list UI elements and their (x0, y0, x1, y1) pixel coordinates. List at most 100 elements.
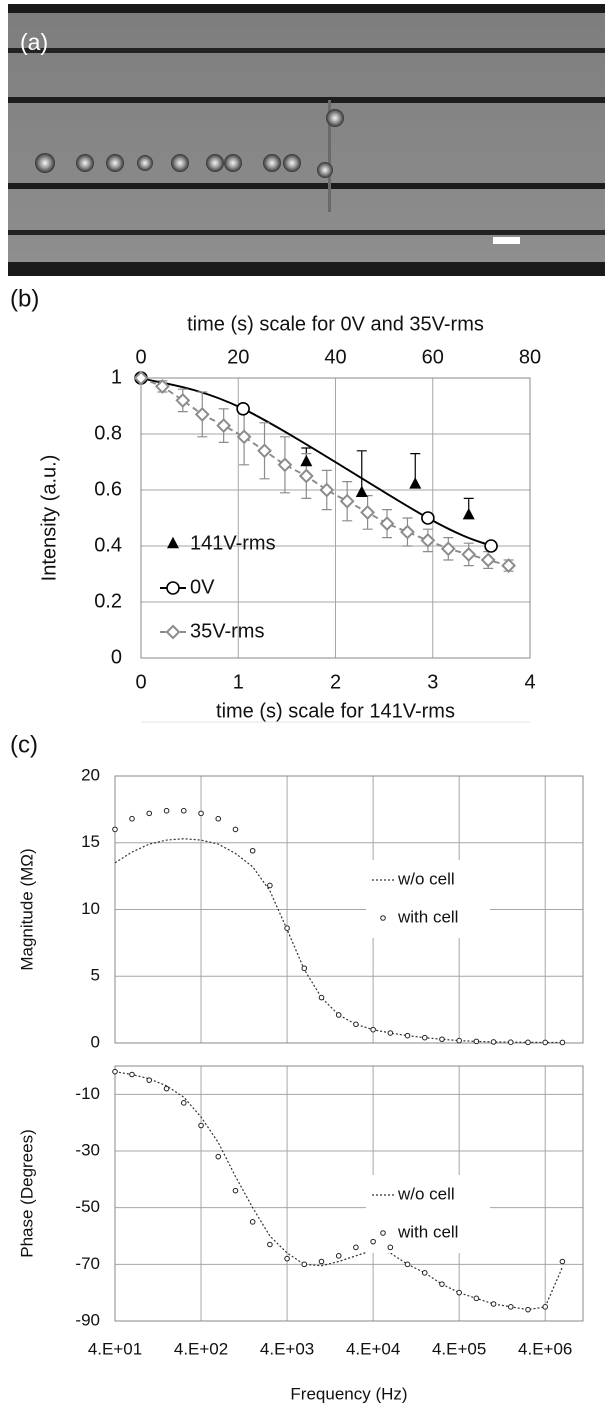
marker (146, 1077, 153, 1083)
y-tick-label: -30 (75, 1140, 100, 1159)
marker (232, 826, 239, 833)
marker (300, 454, 313, 467)
legend-label: with cell (397, 1222, 458, 1241)
legend-box (366, 860, 490, 938)
marker (360, 504, 376, 520)
legend-marker (167, 536, 179, 549)
panel-label: (c) (10, 731, 38, 758)
marker (249, 1219, 256, 1225)
marker (409, 477, 422, 489)
x-tick-label: 0 (135, 671, 146, 693)
y-tick-label: -90 (75, 1310, 100, 1329)
y-tick-label: -70 (75, 1254, 100, 1273)
marker (542, 1304, 548, 1310)
marker (420, 532, 436, 548)
marker (480, 552, 496, 568)
marker (461, 546, 477, 562)
y-tick-label: 10 (81, 899, 100, 918)
legend-label: w/o cell (397, 1184, 455, 1203)
marker (370, 1238, 376, 1245)
x-tick-label: 4 (524, 671, 535, 693)
marker (284, 925, 290, 931)
y-tick-label: 0.4 (94, 534, 122, 556)
marker (507, 1039, 514, 1045)
legend-label: 0V (190, 576, 215, 598)
marker (236, 401, 250, 416)
marker (462, 508, 475, 520)
y-tick-label: -50 (75, 1197, 100, 1216)
marker (379, 516, 395, 532)
y-tick-label: 0.6 (94, 478, 122, 500)
y-tick-label: 5 (91, 966, 100, 985)
marker (404, 1261, 411, 1268)
marker (146, 810, 153, 817)
legend-label: 35V-rms (190, 620, 264, 642)
marker (277, 457, 293, 473)
marker (319, 482, 335, 498)
y-tick-label: 15 (81, 832, 100, 851)
y-tick-label: 0 (111, 646, 122, 668)
marker (490, 1301, 497, 1307)
plot-border (140, 377, 531, 659)
x2-tick-label: 40 (324, 346, 346, 368)
marker (198, 1122, 204, 1129)
y-tick-label: 1 (111, 366, 122, 388)
x-tick-label: 2 (330, 671, 341, 693)
x2-axis-title: time (s) scale for 0V and 35V-rms (187, 313, 484, 335)
marker (484, 539, 498, 553)
marker (421, 1034, 428, 1041)
x-axis-title: Frequency (Hz) (290, 1384, 407, 1403)
marker (175, 392, 191, 408)
marker (133, 370, 149, 386)
plot-border (114, 775, 584, 1044)
x2-tick-label: 60 (422, 346, 444, 368)
marker (473, 1038, 480, 1045)
marker (284, 1255, 290, 1262)
chart: -10 -30 -50 -70 -90 4.E+01 4.E+02 4.E+03 4.E+04 4… (17, 1065, 584, 1403)
x-tick-label: 4.E+06 (518, 1339, 572, 1358)
marker (194, 406, 210, 422)
chart: 0 5 10 15 20 (c) Magnitude (MΩ) w/o cell with ce… (10, 731, 584, 1051)
marker (236, 429, 252, 445)
series-line (114, 838, 563, 1044)
legend-marker (165, 624, 181, 640)
marker (542, 1039, 548, 1046)
x2-tick-label: 0 (135, 346, 146, 368)
marker (215, 1153, 222, 1160)
marker (404, 1032, 411, 1039)
micrograph: (a) (8, 4, 605, 276)
series-line (114, 1071, 563, 1311)
marker (473, 1295, 480, 1302)
x-tick-label: 4.E+03 (260, 1339, 314, 1358)
marker (525, 1306, 531, 1313)
y-axis-title: Intensity (a.u.) (38, 455, 60, 582)
legend-marker (380, 915, 386, 921)
marker (370, 1026, 376, 1033)
marker (421, 511, 435, 525)
marker (298, 468, 314, 484)
marker (112, 826, 118, 833)
marker (318, 994, 325, 1001)
legend-marker (166, 581, 180, 595)
marker (507, 1304, 514, 1310)
marker (501, 558, 517, 574)
y-tick-label: 0.2 (94, 590, 122, 612)
marker (525, 1039, 531, 1046)
marker (456, 1037, 462, 1044)
panel-label: (b) (10, 285, 39, 312)
series-line (140, 377, 492, 547)
x-tick-label: 4.E+02 (174, 1339, 228, 1358)
marker (490, 1039, 497, 1045)
marker (129, 815, 135, 822)
legend-label: w/o cell (397, 869, 455, 888)
marker (559, 1258, 566, 1265)
marker (163, 807, 170, 814)
y-tick-label: 0 (91, 1032, 100, 1051)
legend-label: 141V-rms (190, 532, 276, 554)
y-tick-label: -10 (75, 1084, 100, 1103)
y-tick-label: 20 (81, 765, 100, 784)
plot-border (114, 1065, 584, 1322)
x-tick-label: 4.E+04 (346, 1339, 400, 1358)
marker (198, 810, 204, 817)
